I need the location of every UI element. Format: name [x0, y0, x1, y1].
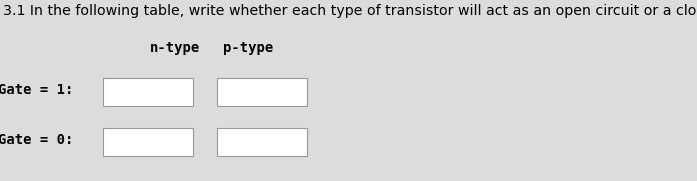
Text: n-type: n-type: [150, 41, 200, 55]
Bar: [217, 78, 307, 106]
Bar: [103, 128, 193, 156]
Text: Gate = 0:: Gate = 0:: [0, 133, 73, 147]
Text: p-type: p-type: [223, 41, 273, 55]
Text: 3.1 In the following table, write whether each type of transistor will act as an: 3.1 In the following table, write whethe…: [3, 4, 697, 18]
Text: Gate = 1:: Gate = 1:: [0, 83, 73, 97]
Bar: [217, 128, 307, 156]
Bar: [103, 78, 193, 106]
